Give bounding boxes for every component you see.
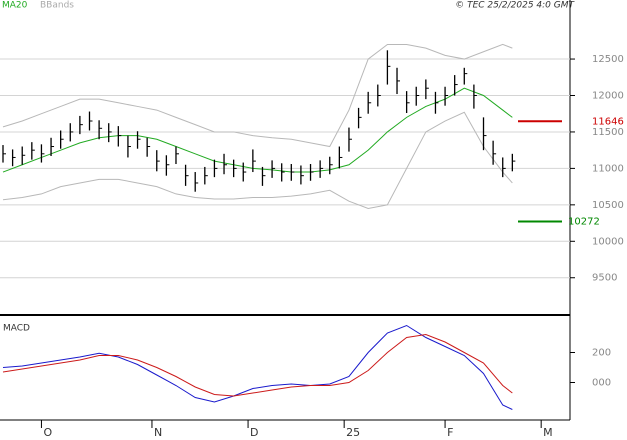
y-tick-label: 200: [592, 348, 611, 359]
y-tick-label: 10500: [592, 200, 624, 211]
legend-bbands: BBands: [40, 1, 74, 11]
level-label: 10272: [568, 216, 600, 227]
x-tick-label: D: [250, 426, 258, 439]
x-tick-label: O: [43, 426, 52, 439]
x-tick-label: F: [447, 426, 453, 439]
macd-line: [2, 333, 513, 397]
legend-ma: MA20: [2, 1, 28, 11]
x-tick-label: N: [154, 426, 162, 439]
y-tick-label: 10000: [592, 236, 624, 247]
macd-title: MACD: [3, 324, 30, 334]
y-tick-label: 11000: [592, 163, 624, 174]
y-tick-label: 9500: [592, 273, 617, 284]
y-tick-label: 000: [592, 378, 611, 389]
x-tick-label: M: [543, 426, 553, 439]
y-tick-label: 12500: [592, 54, 624, 65]
level-label: 11646: [592, 116, 624, 127]
bband-lower: [2, 111, 513, 210]
y-tick-label: 11500: [592, 127, 624, 138]
macd-line: [2, 324, 513, 410]
bband-upper: [2, 43, 513, 148]
x-tick-label: 25: [346, 426, 360, 439]
y-tick-label: 12000: [592, 90, 624, 101]
source: © TEC 25/2/2025 4:0 GMT: [455, 1, 575, 11]
